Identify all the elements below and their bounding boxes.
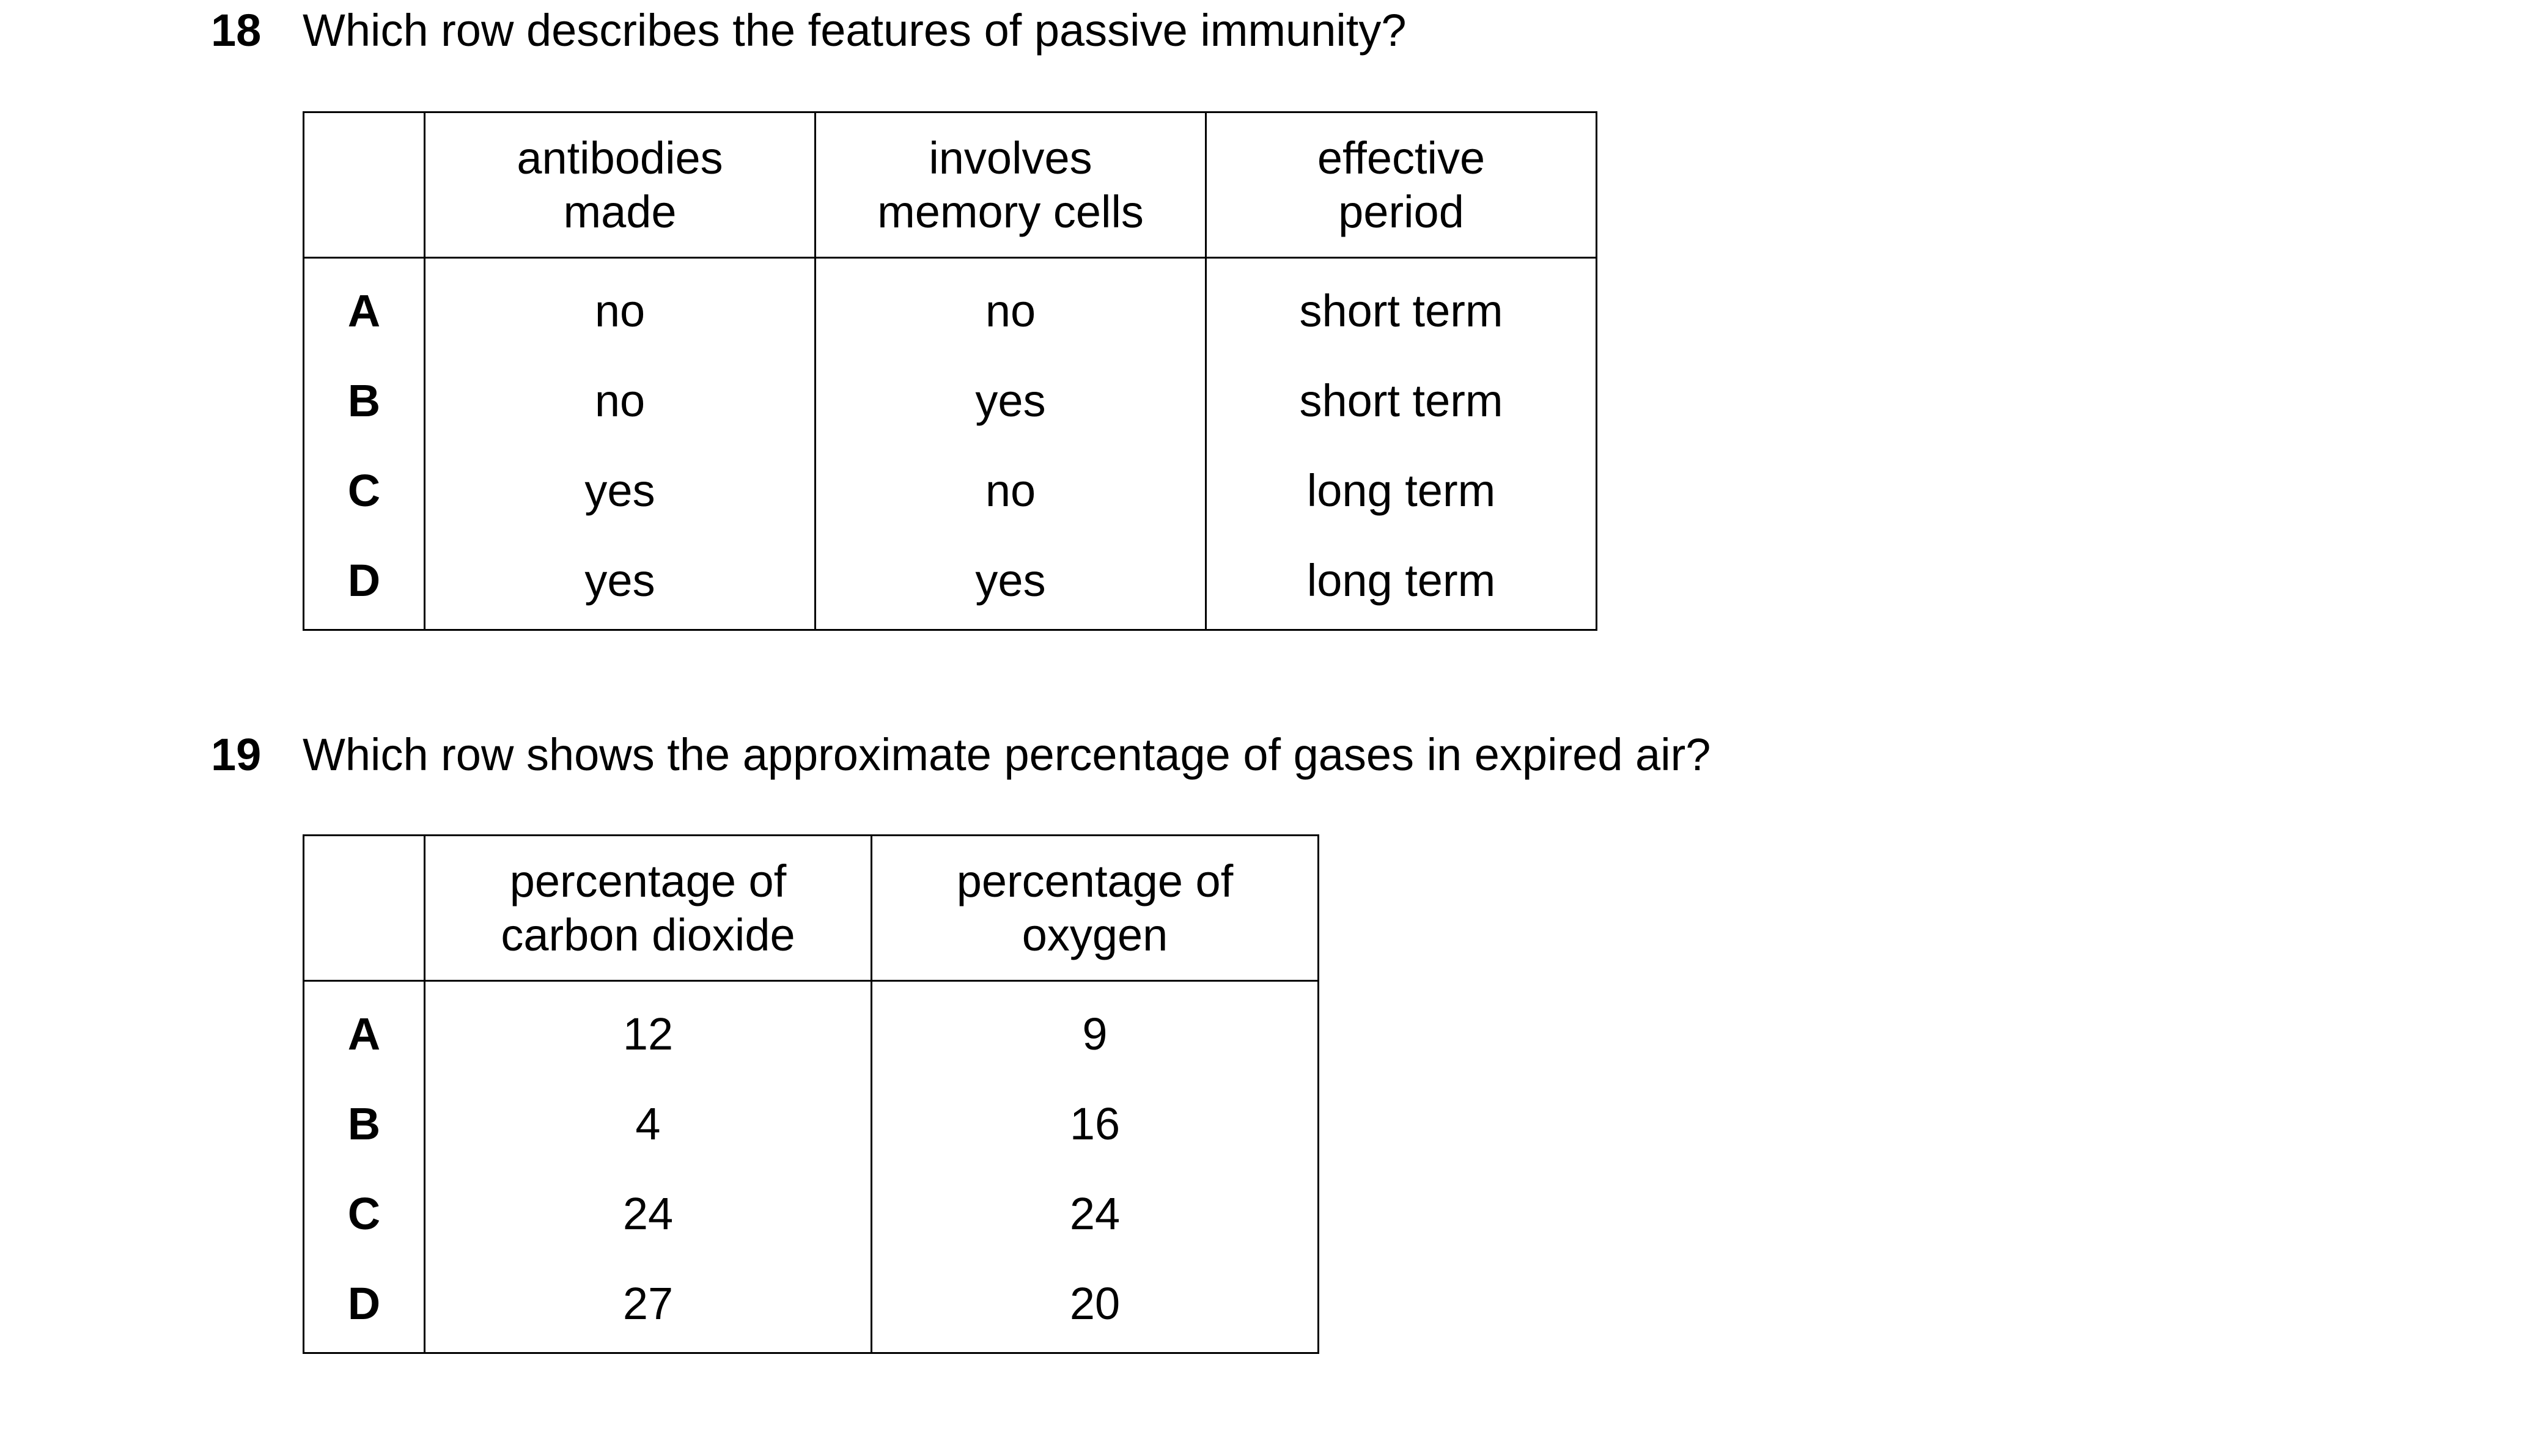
- cell-effective-period: short term: [1205, 356, 1597, 446]
- cell-antibodies-made: yes: [424, 446, 816, 535]
- cell-carbon-dioxide: 24: [424, 1169, 872, 1259]
- table-header-row: percentage of carbon dioxide percentage …: [303, 834, 1319, 982]
- row-label: D: [303, 535, 425, 631]
- cell-memory-cells: no: [814, 257, 1207, 356]
- header-line: carbon dioxide: [501, 909, 795, 960]
- row-label: C: [303, 446, 425, 535]
- cell-antibodies-made: no: [424, 257, 816, 356]
- header-percentage-oxygen: percentage of oxygen: [871, 834, 1319, 982]
- cell-effective-period: short term: [1205, 257, 1597, 356]
- header-line: period: [1338, 186, 1464, 237]
- cell-carbon-dioxide: 12: [424, 980, 872, 1079]
- header-line: made: [563, 186, 677, 237]
- table-header-row: antibodies made involves memory cells ef…: [303, 111, 1597, 259]
- question-number: 19: [211, 729, 262, 780]
- header-antibodies-made: antibodies made: [424, 111, 816, 259]
- row-label: B: [303, 356, 425, 446]
- row-label: C: [303, 1169, 425, 1259]
- question-text: Which row describes the features of pass…: [303, 5, 1407, 56]
- q19-answer-table: percentage of carbon dioxide percentage …: [303, 834, 1319, 1354]
- cell-effective-period: long term: [1205, 446, 1597, 535]
- header-line: percentage of: [509, 855, 787, 906]
- header-line: involves: [929, 132, 1092, 183]
- cell-oxygen: 16: [871, 1079, 1319, 1169]
- cell-oxygen: 20: [871, 1259, 1319, 1354]
- cell-oxygen: 24: [871, 1169, 1319, 1259]
- question-number: 18: [211, 5, 262, 56]
- header-line: memory cells: [877, 186, 1144, 237]
- table-row: B no yes short term: [303, 356, 1597, 446]
- header-line: antibodies: [517, 132, 723, 183]
- q18-answer-table: antibodies made involves memory cells ef…: [303, 111, 1597, 631]
- cell-antibodies-made: no: [424, 356, 816, 446]
- cell-effective-period: long term: [1205, 535, 1597, 631]
- header-involves-memory-cells: involves memory cells: [814, 111, 1207, 259]
- row-label: B: [303, 1079, 425, 1169]
- header-effective-period: effective period: [1205, 111, 1597, 259]
- cell-carbon-dioxide: 27: [424, 1259, 872, 1354]
- question-text: Which row shows the approximate percenta…: [303, 729, 1711, 780]
- header-percentage-carbon-dioxide: percentage of carbon dioxide: [424, 834, 872, 982]
- header-line: percentage of: [956, 855, 1234, 906]
- header-cell-empty: [303, 834, 425, 982]
- table-row: C 24 24: [303, 1169, 1319, 1259]
- cell-memory-cells: no: [814, 446, 1207, 535]
- cell-antibodies-made: yes: [424, 535, 816, 631]
- table-row: A no no short term: [303, 257, 1597, 356]
- table-row: C yes no long term: [303, 446, 1597, 535]
- table-row: D yes yes long term: [303, 535, 1597, 631]
- header-line: effective: [1317, 132, 1486, 183]
- cell-memory-cells: yes: [814, 535, 1207, 631]
- row-label: A: [303, 257, 425, 356]
- cell-carbon-dioxide: 4: [424, 1079, 872, 1169]
- table-row: B 4 16: [303, 1079, 1319, 1169]
- row-label: A: [303, 980, 425, 1079]
- cell-oxygen: 9: [871, 980, 1319, 1079]
- row-label: D: [303, 1259, 425, 1354]
- table-row: D 27 20: [303, 1259, 1319, 1354]
- header-line: oxygen: [1022, 909, 1168, 960]
- cell-memory-cells: yes: [814, 356, 1207, 446]
- header-cell-empty: [303, 111, 425, 259]
- table-row: A 12 9: [303, 980, 1319, 1079]
